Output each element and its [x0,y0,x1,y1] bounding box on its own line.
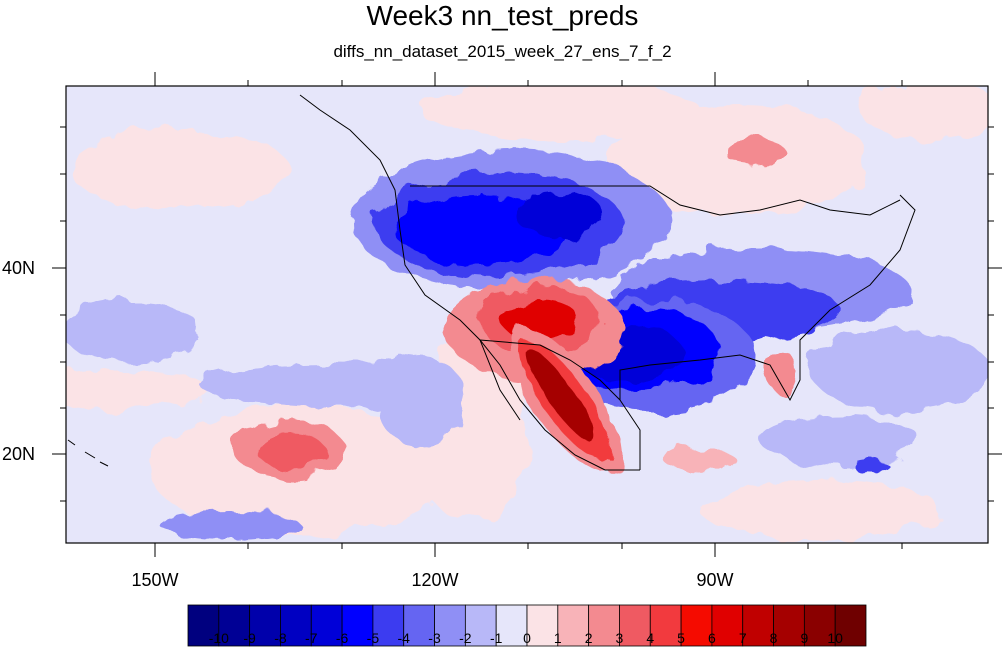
baja-positive-core [526,349,594,441]
colorbar-tick-label: -3 [428,630,441,646]
colorbar-tick-label: 1 [553,630,562,646]
colorbar-swatch [187,604,220,647]
border-us-canada [410,185,901,216]
colorbar-tick-label: 9 [800,630,809,646]
coastline-baja [479,339,521,421]
coastline-gulf [619,194,916,470]
colorbar-tick-label: -1 [489,630,503,646]
colorbar-swatch [280,604,312,647]
colorbar-swatch [341,604,374,647]
colorbar-tick-label: -2 [459,630,472,646]
coastlines [67,94,916,471]
colorbar-tick-label: -4 [397,630,410,646]
lon-label-90w: 90W [696,570,734,590]
axis-ticks [52,72,1002,557]
lat-label-20n: 20N [2,444,36,464]
colorbar-tick-label: 7 [738,630,747,646]
anomaly-blue-patch [810,330,988,410]
northwest-negative-core2 [515,193,605,237]
colorbar-swatch [526,604,559,647]
anomaly-blue-patch [760,415,920,465]
border-us-mexico [479,339,621,401]
colorbar-tick-label: -6 [335,630,349,646]
anomaly-pink-patch [420,86,700,140]
hawaii [67,439,109,467]
colorbar-tick-label: -8 [274,630,287,646]
colorbar-tick-label: -9 [243,630,256,646]
anomaly-blue-patch [66,300,200,360]
colorbar-swatch [464,604,497,647]
coastline-west [299,94,640,471]
colorbar-swatch [372,604,405,647]
anomaly-pink-patch [860,86,988,140]
lon-label-120w: 120W [411,570,459,590]
colorbar-tick-label: -5 [366,630,380,646]
colorbar-tick-label: 3 [615,630,624,646]
anomaly-blue-patch [375,355,465,445]
lon-label-150w: 150W [131,570,179,590]
anomaly-blue-patch [852,459,888,471]
hudson-positive [725,138,785,166]
colorbar-swatch [434,604,466,647]
colorbar-tick-label: -7 [305,630,318,646]
colorbar-swatch [218,604,251,647]
colorbar-swatch [834,604,867,647]
anomaly-pink-patch [66,370,210,410]
colorbar-tick-label: -10 [208,630,229,646]
anomaly-blue-patch [160,511,300,539]
plot-title: Week3 nn_test_preds [366,0,639,31]
colorbar-swatch [619,604,651,647]
colorbar-tick-label: 4 [646,630,655,646]
map-field [66,86,988,543]
colorbar [187,604,867,647]
colorbar-tick-label: 10 [827,630,843,646]
colorbar-swatch [495,604,528,647]
caribbean-positive [665,446,735,474]
colorbar-swatch [403,604,435,647]
lat-label-40n: 40N [2,258,36,278]
plot-subtitle: diffs_nn_dataset_2015_week_27_ens_7_f_2 [333,42,672,61]
colorbar-tick-label: 6 [708,630,716,646]
colorbar-tick-label: 5 [677,630,685,646]
colorbar-tick-label: 2 [584,630,593,646]
anomaly-pink-patch [70,130,290,210]
anomaly-pink-patch [700,480,940,540]
east-pacific-positive-core [256,432,324,468]
colorbar-swatch [249,604,281,647]
colorbar-swatch [557,604,590,647]
colorbar-tick-label: 0 [523,630,531,646]
colorbar-swatch [310,604,343,647]
florida-positive [766,348,794,392]
colorbar-tick-label: 8 [769,630,778,646]
